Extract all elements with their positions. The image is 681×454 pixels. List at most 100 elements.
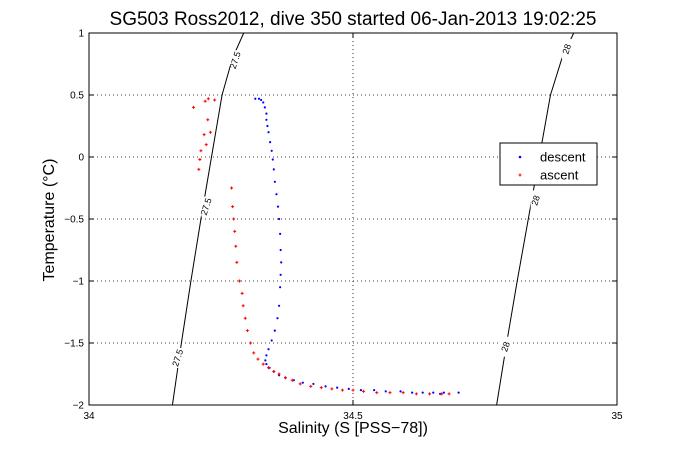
data-point [197,167,201,171]
data-point [330,387,334,391]
y-tick-label: −1 [73,277,85,288]
data-point [265,118,268,121]
data-point [230,186,234,190]
data-point [257,97,261,100]
legend: descent ascent [499,142,598,186]
data-point [264,359,267,362]
data-point [347,387,350,390]
data-point [261,362,265,366]
legend-box [499,142,598,186]
contour-label-bg [561,39,572,60]
data-point [275,193,278,196]
data-point [266,124,269,128]
legend-marker-ascent [518,173,522,177]
data-point [276,205,280,208]
data-point [457,391,460,394]
x-axis-label: Salinity (S [PSS−78]) [278,420,428,437]
x-tick-label: 35 [611,411,623,422]
data-point [206,97,210,101]
data-point [202,133,206,137]
data-point [276,317,279,320]
data-point [270,339,273,342]
contour-label-bg [201,196,212,217]
data-point [267,131,270,134]
data-point [234,244,238,248]
data-point [428,392,432,396]
y-tick-label: −0.5 [64,215,84,226]
data-point [231,205,235,209]
data-point [421,391,424,394]
data-point [283,376,287,380]
data-point [277,372,281,376]
grid-lines [89,33,617,405]
contour-label-bg [230,50,241,71]
x-tick-label: 34.5 [343,411,363,422]
data-point [254,97,257,100]
data-point [240,291,244,295]
data-point [263,106,266,109]
data-point [237,279,241,283]
data-point [336,386,339,389]
data-point [203,99,207,103]
legend-label-descent: descent [540,150,586,165]
axis-ticks: 34 34.5 35 −2 −1.5 −1 −0.5 0 0.5 1 [64,29,623,423]
contour-label-bg [172,347,183,368]
density-contour-line [496,32,575,406]
data-point [442,391,445,394]
chart-title: SG503 Ross2012, dive 350 started 06-Jan-… [110,9,597,30]
data-point [290,378,294,382]
contour-label-bg [500,336,511,357]
density-contours: 27.5 27.5 27.5 28 28 28 [170,32,575,406]
y-tick-label: −2 [73,401,85,412]
data-point [273,180,276,183]
data-point [265,362,268,366]
contour-label-bg [530,190,541,211]
contour-label: 27.5 [170,348,185,368]
data-point [233,229,237,233]
data-point [208,130,212,134]
data-point [277,217,281,221]
data-point [309,384,313,388]
data-point [301,381,304,384]
data-point [312,382,315,386]
data-point [232,217,236,221]
data-point [245,329,249,333]
data-point [277,304,281,307]
data-point [204,143,208,147]
series-descent [254,97,460,395]
data-point [279,248,282,252]
data-point [272,168,275,171]
data-point [362,389,366,393]
data-point [241,304,245,308]
data-point [359,389,363,392]
legend-label-ascent: ascent [540,168,579,183]
data-point [243,316,247,320]
data-point [447,392,451,396]
data-point [267,366,271,370]
contour-label: 28 [561,43,574,56]
y-tick-label: −1.5 [64,339,84,350]
data-point [432,391,435,394]
data-series [192,97,460,396]
data-point [280,261,283,264]
data-point [298,382,302,386]
data-point [265,354,268,357]
data-point [249,341,253,345]
data-point [319,386,323,390]
data-point [279,232,282,235]
data-point [199,149,203,153]
data-point [198,157,202,161]
data-point [265,112,268,115]
data-point [272,370,276,374]
data-point [206,118,210,122]
contour-label: 27.5 [199,197,214,217]
data-point [192,105,196,109]
data-point [279,286,282,289]
data-point [269,141,272,144]
data-point [440,392,444,396]
data-point [267,348,270,351]
data-point [388,391,392,395]
data-point [256,357,260,361]
y-tick-label: 0 [78,153,84,164]
